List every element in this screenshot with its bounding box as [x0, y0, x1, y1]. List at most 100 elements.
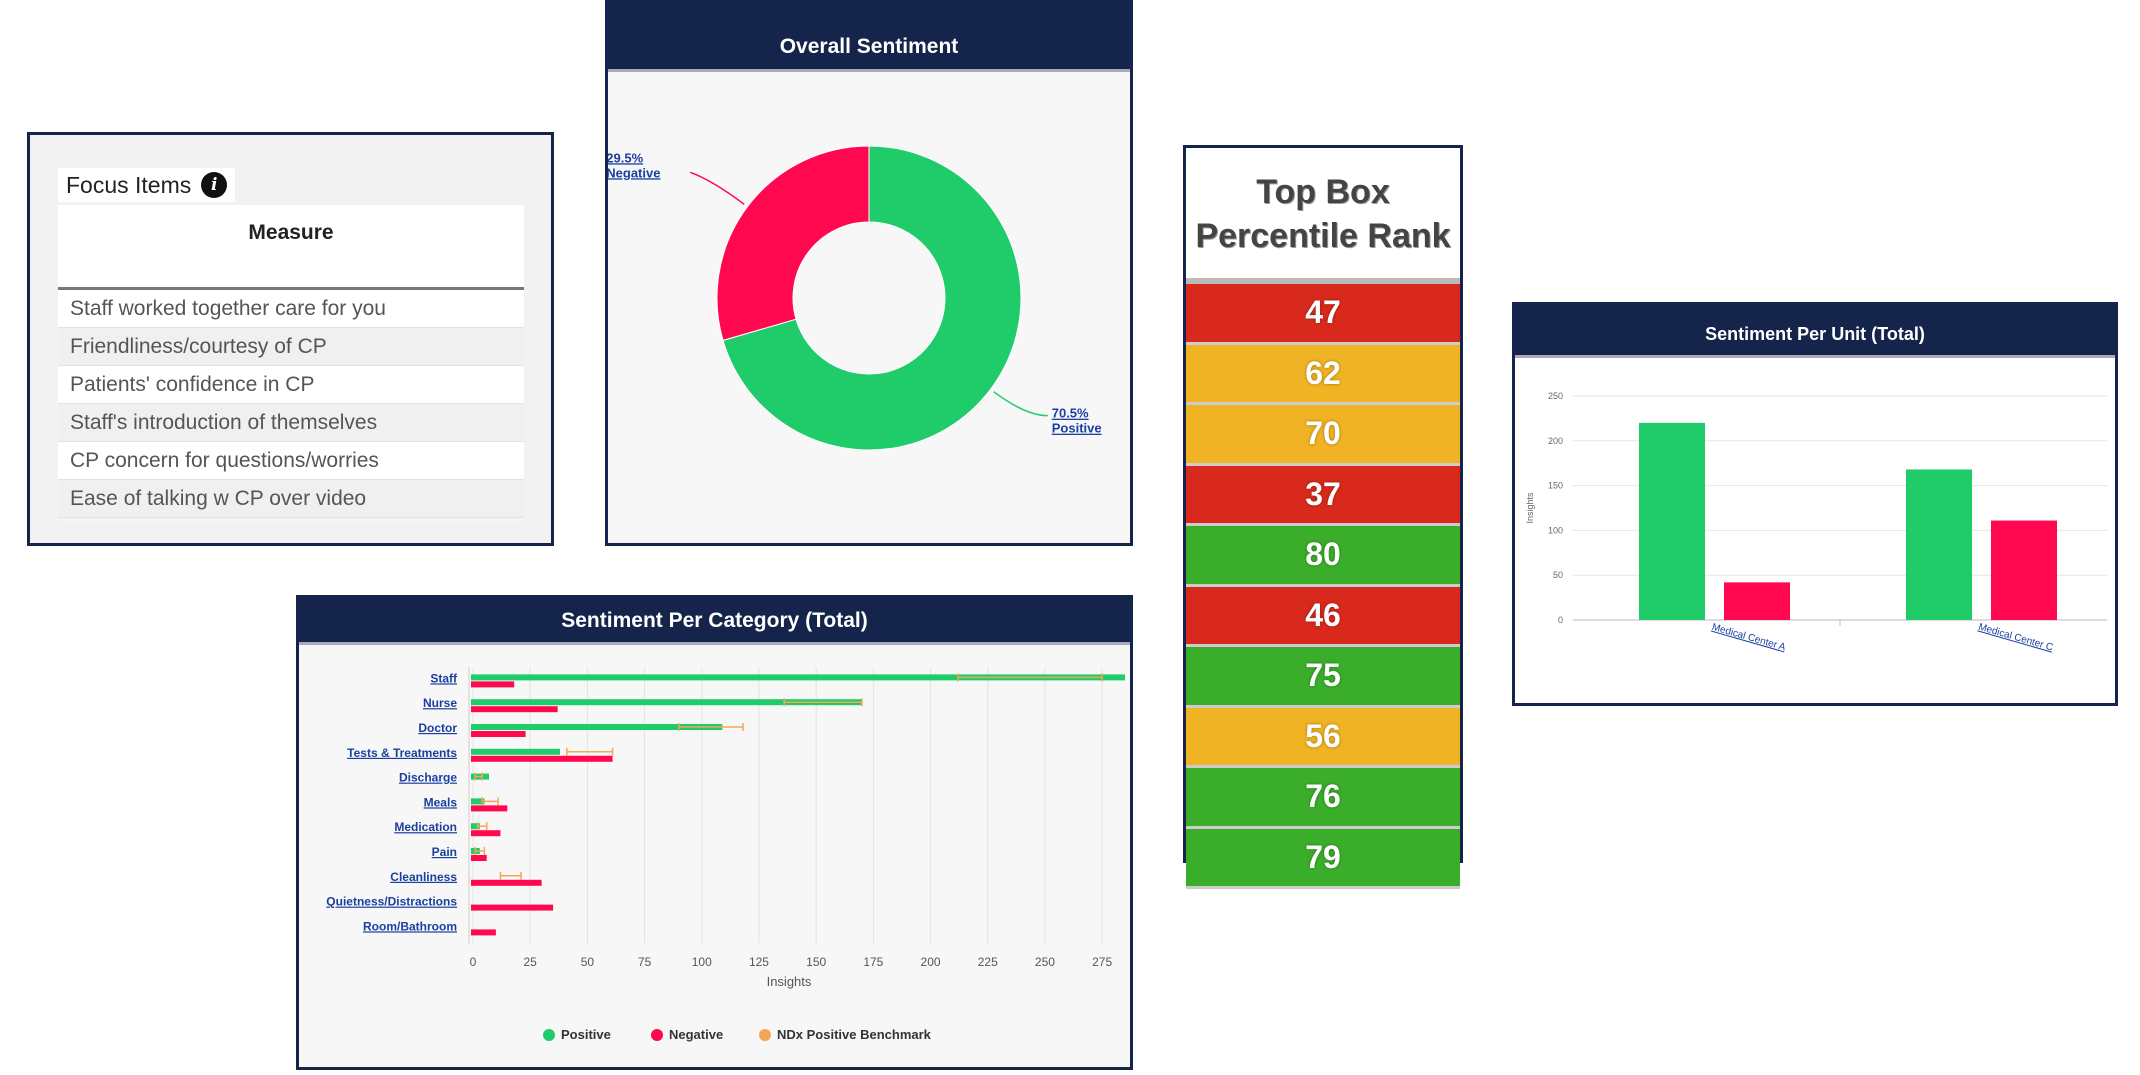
focus-items-header: Focus Items i: [58, 168, 236, 202]
legend-label-ndx-positive-benchmark: NDx Positive Benchmark: [777, 1027, 932, 1042]
unit-y-tick-label: 50: [1553, 570, 1563, 580]
percentile-rank-cell: 47: [1186, 284, 1460, 345]
category-bar-negative: [471, 830, 501, 837]
top-box-title-line2: Percentile Rank: [1195, 217, 1451, 255]
sentiment-per-category-panel: Sentiment Per Category (Total) 0 25 50 75 10…: [296, 595, 1133, 1070]
unit-y-tick-label: 100: [1548, 525, 1563, 535]
legend-label-positive: Positive: [561, 1027, 611, 1042]
unit-bar-negative: [1991, 520, 2057, 620]
focus-items-title: Focus Items: [66, 172, 192, 198]
measure-column-header: Measure: [58, 205, 524, 290]
category-label-medication: Medication: [394, 820, 457, 834]
percentile-rank-cell: 70: [1186, 405, 1460, 466]
sentiment-per-category-title: Sentiment Per Category (Total): [299, 598, 1130, 645]
category-label-pain: Pain: [432, 845, 457, 859]
top-box-percentile-panel: Top Box Percentile Rank 47 62 70 37 80 46 75 56…: [1183, 145, 1463, 889]
category-x-tick-label: 250: [1035, 955, 1055, 969]
category-bar-negative: [471, 904, 554, 911]
category-x-tick-label: 75: [638, 955, 652, 969]
category-bar-negative: [471, 855, 487, 861]
unit-x-category-label: Medical Center C: [1977, 622, 2054, 654]
donut-leader-negative: [690, 171, 745, 205]
percentile-rank-cell: 56: [1186, 707, 1460, 768]
category-label-nurse: Nurse: [423, 696, 457, 710]
focus-item-row[interactable]: CP concern for questions/worries: [58, 442, 524, 480]
category-x-tick-label: 275: [1092, 955, 1112, 969]
category-x-tick-label: 0: [470, 955, 477, 969]
focus-item-row[interactable]: Staff's introduction of themselves: [58, 404, 524, 442]
percentile-rank-cell: 37: [1186, 465, 1460, 526]
sentiment-per-unit-title: Sentiment Per Unit (Total): [1515, 305, 2115, 358]
info-icon[interactable]: i: [201, 172, 228, 198]
donut-label-percent-positive: 70.5%: [1052, 406, 1089, 421]
category-x-tick-label: 175: [863, 955, 883, 969]
donut-label-name-negative: Negative: [608, 165, 660, 180]
category-label-room-bathroom: Room/Bathroom: [363, 919, 457, 933]
category-x-tick-label: 25: [524, 955, 538, 969]
focus-item-row[interactable]: Staff worked together care for you: [58, 290, 524, 328]
percentile-rank-cell: 75: [1186, 647, 1460, 708]
donut-leader-positive: [993, 391, 1048, 417]
percentile-rank-cell: 46: [1186, 586, 1460, 647]
focus-items-table: Measure Staff worked together care for y…: [58, 205, 524, 523]
category-bar-negative: [471, 929, 496, 936]
category-label-tests-treatments: Tests & Treatments: [347, 746, 457, 760]
percentile-rank-cell: 62: [1186, 344, 1460, 405]
category-bar-positive: [471, 748, 560, 755]
category-x-tick-label: 125: [749, 955, 769, 969]
category-bar-positive: [471, 699, 862, 706]
focus-items-rows: Staff worked together care for you Friend…: [58, 290, 524, 518]
category-label-quietness-distractions: Quietness/Distractions: [326, 895, 457, 909]
category-bar-negative: [471, 755, 613, 762]
percentile-rank-cell: 80: [1186, 526, 1460, 587]
category-bar-positive: [471, 674, 1125, 681]
focus-items-panel: Focus Items i Measure Staff worked toget…: [27, 132, 554, 546]
category-bar-positive: [471, 823, 480, 830]
unit-y-axis-label: Insights: [1525, 492, 1535, 524]
category-bar-negative: [471, 731, 526, 737]
legend-marker-negative: [651, 1029, 663, 1041]
percentile-rank-cell: 76: [1186, 768, 1460, 829]
sentiment-per-unit-panel: Sentiment Per Unit (Total) 0 50 100 150 200 2…: [1512, 302, 2118, 706]
category-bar-negative: [471, 879, 542, 886]
donut-label-name-positive: Positive: [1052, 421, 1102, 436]
legend-marker-ndx-positive-benchmark: [759, 1029, 771, 1041]
donut-slice-positive: [722, 145, 1022, 451]
focus-item-row[interactable]: Ease of talking w CP over video: [58, 480, 524, 518]
category-label-cleanliness: Cleanliness: [390, 870, 457, 884]
unit-y-tick-label: 200: [1548, 436, 1563, 446]
category-x-tick-label: 225: [978, 955, 998, 969]
category-label-discharge: Discharge: [399, 771, 457, 785]
category-x-tick-label: 50: [581, 955, 595, 969]
category-bar-positive: [471, 724, 723, 730]
category-bar-negative: [471, 805, 508, 812]
legend-marker-positive: [543, 1029, 555, 1041]
overall-sentiment-title: Overall Sentiment: [608, 3, 1130, 72]
unit-bar-positive: [1906, 469, 1972, 620]
top-box-rank-cells: 47 62 70 37 80 46 75 56 76 79: [1186, 284, 1460, 889]
category-label-doctor: Doctor: [418, 721, 457, 735]
category-x-tick-label: 200: [921, 955, 941, 969]
category-x-axis-label: Insights: [767, 974, 812, 989]
top-box-title: Top Box Percentile Rank: [1186, 148, 1460, 284]
unit-y-tick-label: 250: [1548, 391, 1563, 401]
sentiment-per-category-chart: 0 25 50 75 100 125 150 175 200 225 250 275 Insights S…: [326, 667, 1125, 1042]
category-bar-negative: [471, 681, 515, 688]
donut-label-percent-negative: 29.5%: [608, 150, 644, 165]
focus-item-row[interactable]: Friendliness/courtesy of CP: [58, 328, 524, 366]
donut-slice-negative: [716, 145, 870, 342]
category-bar-positive: [471, 798, 485, 805]
unit-bar-positive: [1639, 422, 1705, 620]
unit-y-tick-label: 0: [1558, 615, 1563, 625]
percentile-rank-cell: 79: [1186, 828, 1460, 889]
focus-item-row[interactable]: Patients' confidence in CP: [58, 366, 524, 404]
category-label-staff: Staff: [430, 671, 458, 685]
category-x-tick-label: 100: [692, 955, 712, 969]
overall-sentiment-donut-chart: 70.5%Positive 29.5%Negative: [606, 145, 1102, 451]
unit-bar-negative: [1724, 582, 1790, 620]
top-box-title-line1: Top Box: [1256, 173, 1390, 211]
unit-x-category-label: Medical Center A: [1711, 622, 1788, 654]
category-label-meals: Meals: [424, 795, 458, 809]
sentiment-per-unit-chart: 0 50 100 150 200 250 Insights Medical Center A M…: [1525, 391, 2107, 654]
category-x-tick-label: 150: [806, 955, 826, 969]
